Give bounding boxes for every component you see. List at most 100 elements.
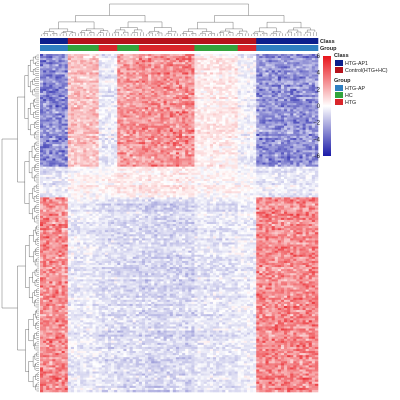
- heatmap-cell: [240, 140, 245, 143]
- heatmap-cell: [219, 123, 223, 126]
- heatmap-cell: [141, 80, 146, 83]
- heatmap-cell: [101, 54, 106, 57]
- heatmap-cell: [129, 121, 133, 124]
- heatmap-cell: [98, 127, 103, 131]
- heatmap-cell: [64, 66, 69, 69]
- heatmap-cell: [212, 88, 217, 92]
- heatmap-cell: [166, 90, 171, 94]
- heatmap-cell: [179, 131, 183, 135]
- heatmap-cell: [280, 113, 285, 116]
- heatmap-cell: [135, 64, 140, 67]
- heatmap-cell: [145, 148, 149, 151]
- heatmap-cell: [148, 146, 152, 149]
- heatmap-cell: [107, 107, 112, 110]
- heatmap-cell: [132, 109, 137, 112]
- heatmap-cell: [52, 60, 56, 63]
- heatmap-cell: [179, 88, 183, 92]
- heatmap-cell: [175, 113, 180, 116]
- heatmap-cell: [284, 68, 288, 71]
- heatmap-cell: [114, 129, 118, 133]
- heatmap-cell: [185, 60, 189, 63]
- heatmap-cell: [259, 70, 263, 73]
- heatmap-cell: [231, 60, 235, 63]
- heatmap-cell: [148, 97, 152, 100]
- heatmap-cell: [104, 131, 109, 135]
- heatmap-cell: [203, 101, 208, 104]
- heatmap-cell: [256, 101, 260, 104]
- heatmap-cell: [58, 74, 62, 77]
- heatmap-cell: [141, 142, 146, 145]
- heatmap-cell: [163, 144, 167, 147]
- heatmap-cell: [243, 84, 248, 88]
- heatmap-cell: [308, 99, 313, 102]
- heatmap-cell: [253, 137, 257, 141]
- heatmap-cell: [61, 133, 66, 137]
- heatmap-cell: [117, 133, 121, 137]
- heatmap-cell: [172, 113, 177, 116]
- heatmap-cell: [290, 66, 294, 69]
- heatmap-cell: [194, 129, 198, 133]
- heatmap-cell: [104, 144, 109, 147]
- heatmap-cell: [49, 70, 53, 73]
- heatmap-cell: [104, 119, 109, 122]
- heatmap-cell: [135, 97, 140, 100]
- heatmap-cell: [237, 144, 242, 147]
- heatmap-cell: [234, 60, 238, 63]
- heatmap-cell: [166, 68, 171, 71]
- heatmap-cell: [98, 129, 103, 133]
- heatmap-cell: [138, 142, 143, 145]
- heatmap-cell: [179, 60, 183, 63]
- heatmap-cell: [46, 127, 50, 131]
- heatmap-cell: [265, 90, 269, 94]
- heatmap-cell: [92, 76, 96, 79]
- heatmap-cell: [191, 94, 195, 98]
- heatmap-cell: [70, 127, 75, 131]
- heatmap-cell: [228, 97, 232, 100]
- heatmap-cell: [145, 82, 149, 86]
- heatmap-cell: [203, 70, 208, 73]
- heatmap-cell: [70, 58, 75, 61]
- heatmap-cell: [77, 88, 81, 92]
- heatmap-cell: [86, 74, 90, 77]
- heatmap-cell: [203, 140, 208, 143]
- heatmap-cell: [182, 97, 186, 100]
- column-dendrogram: [41, 3, 317, 36]
- heatmap-cell: [86, 146, 90, 149]
- heatmap-cell: [40, 109, 44, 112]
- heatmap-cell: [61, 88, 66, 92]
- heatmap-cell: [151, 127, 155, 131]
- heatmap-cell: [185, 123, 189, 126]
- heatmap-cell: [253, 135, 257, 139]
- heatmap-cell: [311, 76, 316, 79]
- heatmap-cell: [203, 78, 208, 81]
- heatmap-cell: [179, 137, 183, 141]
- heatmap-cell: [240, 84, 245, 88]
- heatmap-cell: [271, 109, 276, 112]
- heatmap-cell: [290, 129, 294, 133]
- heatmap-cell: [154, 146, 158, 149]
- heatmap-cell: [271, 127, 276, 131]
- heatmap-cell: [83, 64, 87, 67]
- heatmap-cell: [250, 58, 254, 61]
- heatmap-cell: [290, 60, 294, 63]
- heatmap-cell: [256, 62, 260, 65]
- heatmap-cell: [197, 117, 201, 120]
- heatmap-cell: [209, 142, 214, 145]
- heatmap-cell: [271, 131, 276, 135]
- heatmap-cell: [200, 94, 205, 98]
- heatmap-cell: [206, 101, 211, 104]
- group-annotation-bar: [256, 45, 319, 51]
- heatmap-cell: [111, 64, 115, 67]
- heatmap-cell: [148, 103, 152, 106]
- heatmap-cell: [203, 127, 208, 131]
- heatmap-cell: [228, 64, 232, 67]
- heatmap-cell: [52, 109, 56, 112]
- heatmap-cell: [293, 58, 297, 61]
- heatmap-cell: [148, 64, 152, 67]
- heatmap-cell: [237, 86, 242, 90]
- heatmap-cell: [67, 146, 72, 149]
- heatmap-cell: [274, 88, 279, 92]
- heatmap-cell: [259, 123, 263, 126]
- heatmap-cell: [80, 92, 84, 96]
- heatmap-cell: [163, 140, 167, 143]
